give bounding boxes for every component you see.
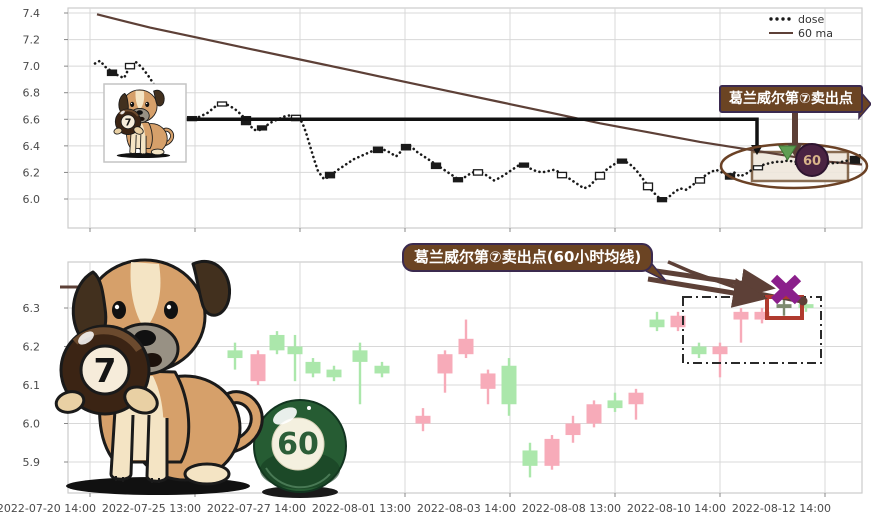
svg-text:6.0: 6.0	[23, 418, 41, 431]
big-dog-illustration	[54, 260, 257, 495]
svg-text:2022-08-03 14:00: 2022-08-03 14:00	[417, 502, 516, 515]
bottom-chart-axis-labels: 6.3 6.2 6.1 6.0 5.9 2022-07-20 14:00 2022-07-2…	[0, 302, 831, 515]
svg-text:2022-07-25 13:00: 2022-07-25 13:00	[102, 502, 201, 515]
dose-legend-marker	[769, 17, 791, 21]
svg-text:6.3: 6.3	[23, 302, 41, 315]
svg-text:2022-08-12 14:00: 2022-08-12 14:00	[732, 502, 831, 515]
banner-arrows	[647, 268, 776, 308]
ma-legend-label: 60 ma	[798, 27, 833, 40]
svg-text:5.9: 5.9	[23, 456, 41, 469]
svg-text:2022-08-01 13:00: 2022-08-01 13:00	[312, 502, 411, 515]
svg-text:7.2: 7.2	[23, 34, 41, 47]
svg-text:7.4: 7.4	[23, 7, 41, 20]
x-sell-marker	[770, 274, 802, 305]
top-sell-point-banner: 葛兰威尔第⑦卖出点	[719, 85, 863, 113]
ball-60-green: 60	[253, 399, 347, 498]
ball-60-badge-label: 60	[803, 154, 821, 169]
svg-text:7.0: 7.0	[23, 60, 41, 73]
top-chart-legend: dose 60 ma	[769, 13, 833, 40]
svg-text:2022-08-08 13:00: 2022-08-08 13:00	[522, 502, 621, 515]
ball-60-badge: 60	[795, 143, 829, 177]
svg-text:6.1: 6.1	[23, 379, 41, 392]
ma-end-dot	[798, 296, 808, 306]
svg-text:2022-08-10 14:00: 2022-08-10 14:00	[627, 502, 726, 515]
dose-legend-label: dose	[798, 13, 824, 26]
svg-text:6.2: 6.2	[23, 166, 41, 179]
bottom-chart-series	[227, 260, 814, 478]
svg-text:2022-07-27 14:00: 2022-07-27 14:00	[207, 502, 306, 515]
svg-text:6.2: 6.2	[23, 341, 41, 354]
bottom-sell-point-banner: 葛兰威尔第⑦卖出点(60小时均线)	[402, 243, 654, 272]
ball-60-number: 60	[277, 427, 319, 462]
svg-text:6.4: 6.4	[23, 140, 41, 153]
svg-text:6.8: 6.8	[23, 87, 41, 100]
dashdot-highlight-box	[682, 296, 822, 364]
small-dog-photo	[103, 83, 187, 163]
svg-text:6.6: 6.6	[23, 113, 41, 126]
top-chart-axis-labels: 7.4 7.2 7.0 6.8 6.6 6.4 6.2 6.0	[23, 7, 41, 206]
svg-text:2022-07-20 14:00: 2022-07-20 14:00	[0, 502, 96, 515]
sell-triangle-marker	[778, 145, 797, 161]
svg-text:6.0: 6.0	[23, 193, 41, 206]
